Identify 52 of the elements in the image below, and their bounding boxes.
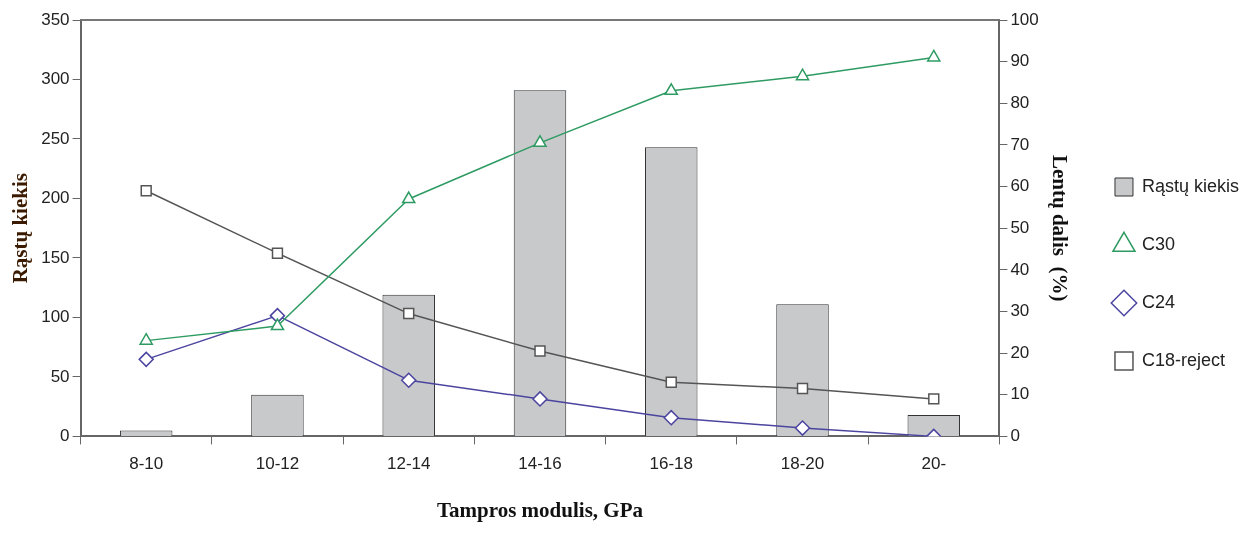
point bbox=[401, 191, 416, 204]
point bbox=[928, 393, 940, 405]
point bbox=[796, 382, 809, 395]
y-tick-label: 300 bbox=[41, 69, 70, 89]
y2-tick-label: 80 bbox=[1010, 92, 1030, 112]
x-tick-label: 12-14 bbox=[386, 454, 431, 474]
point bbox=[533, 135, 547, 148]
y-tick-label: 50 bbox=[50, 366, 70, 386]
x-tick-label: 8-10 bbox=[129, 454, 164, 474]
point bbox=[926, 49, 941, 62]
point bbox=[271, 247, 284, 259]
y2-axis-title: Lentų dalis (%) bbox=[1047, 154, 1072, 302]
y2-tick-label: 60 bbox=[1010, 176, 1030, 196]
point bbox=[270, 318, 285, 331]
y2-tick-label: 0 bbox=[1010, 426, 1020, 446]
x-tick-label: 10-12 bbox=[255, 454, 300, 474]
point bbox=[532, 391, 548, 407]
y2-tick-label: 10 bbox=[1010, 384, 1030, 404]
y2-tick-label: 100 bbox=[1010, 9, 1039, 29]
y2-tick-label: 20 bbox=[1010, 342, 1030, 362]
point bbox=[795, 68, 810, 81]
y-axis-title: Rąstų kiekis bbox=[8, 173, 33, 284]
point bbox=[534, 345, 546, 357]
x-axis-title: Tampros modulis, GPa bbox=[436, 497, 644, 522]
legend-label: C24 bbox=[1141, 291, 1175, 312]
legend-label: C18-reject bbox=[1141, 349, 1225, 370]
y2-tick-label: 90 bbox=[1010, 51, 1030, 71]
y2-tick-label: 40 bbox=[1010, 259, 1030, 279]
point bbox=[663, 409, 679, 426]
y-tick-label: 0 bbox=[60, 426, 70, 446]
legend-label: C30 bbox=[1141, 233, 1175, 254]
y-tick-label: 150 bbox=[41, 247, 70, 267]
y2-tick-label: 30 bbox=[1010, 301, 1030, 321]
y-tick-label: 250 bbox=[41, 128, 70, 148]
y-tick-label: 100 bbox=[41, 307, 70, 327]
y-tick-label: 350 bbox=[41, 9, 70, 29]
point bbox=[794, 420, 811, 436]
x-tick-label: 14-16 bbox=[518, 454, 562, 474]
y-tick-label: 200 bbox=[41, 188, 70, 208]
point bbox=[140, 185, 152, 197]
x-tick-label: 18-20 bbox=[780, 454, 825, 474]
point bbox=[138, 351, 154, 368]
point bbox=[403, 307, 415, 320]
x-tick-label: 20- bbox=[921, 454, 947, 474]
point bbox=[664, 83, 679, 96]
x-tick-label: 16-18 bbox=[649, 454, 693, 474]
point bbox=[139, 332, 154, 345]
y2-tick-label: 50 bbox=[1010, 217, 1030, 237]
legend-label: Rąstų kiekis bbox=[1141, 175, 1239, 196]
point bbox=[400, 372, 417, 388]
y2-tick-label: 70 bbox=[1010, 134, 1030, 154]
point bbox=[665, 376, 677, 388]
